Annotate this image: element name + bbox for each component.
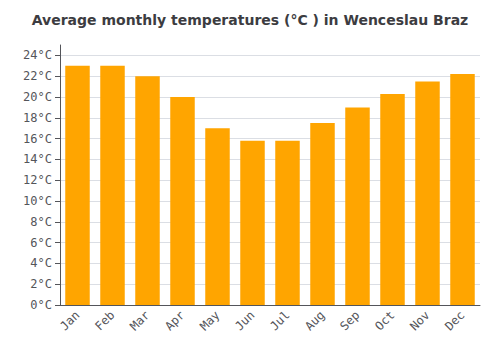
svg-text:12°C: 12°C: [23, 173, 52, 187]
svg-text:Jan: Jan: [57, 308, 82, 333]
svg-text:Jun: Jun: [232, 308, 257, 333]
svg-text:Average monthly temperatures (: Average monthly temperatures (°C ) in We…: [32, 12, 469, 28]
svg-text:Aug: Aug: [302, 308, 327, 333]
svg-text:20°C: 20°C: [23, 90, 52, 104]
svg-text:Dec: Dec: [442, 308, 467, 333]
svg-text:Oct: Oct: [372, 308, 397, 333]
svg-text:Sep: Sep: [337, 308, 362, 333]
svg-text:May: May: [197, 308, 222, 333]
svg-text:18°C: 18°C: [23, 111, 52, 125]
svg-text:22°C: 22°C: [23, 69, 52, 83]
svg-text:Mar: Mar: [127, 308, 152, 333]
svg-text:10°C: 10°C: [23, 194, 52, 208]
svg-text:Jul: Jul: [267, 308, 292, 333]
svg-text:24°C: 24°C: [23, 48, 52, 62]
svg-text:4°C: 4°C: [30, 256, 52, 270]
svg-text:Nov: Nov: [407, 308, 432, 333]
svg-text:6°C: 6°C: [30, 236, 52, 250]
svg-text:8°C: 8°C: [30, 215, 52, 229]
svg-text:14°C: 14°C: [23, 152, 52, 166]
svg-text:Apr: Apr: [162, 308, 187, 333]
svg-text:Feb: Feb: [92, 308, 117, 333]
svg-text:0°C: 0°C: [30, 298, 52, 312]
svg-text:16°C: 16°C: [23, 132, 52, 146]
svg-text:2°C: 2°C: [30, 277, 52, 291]
